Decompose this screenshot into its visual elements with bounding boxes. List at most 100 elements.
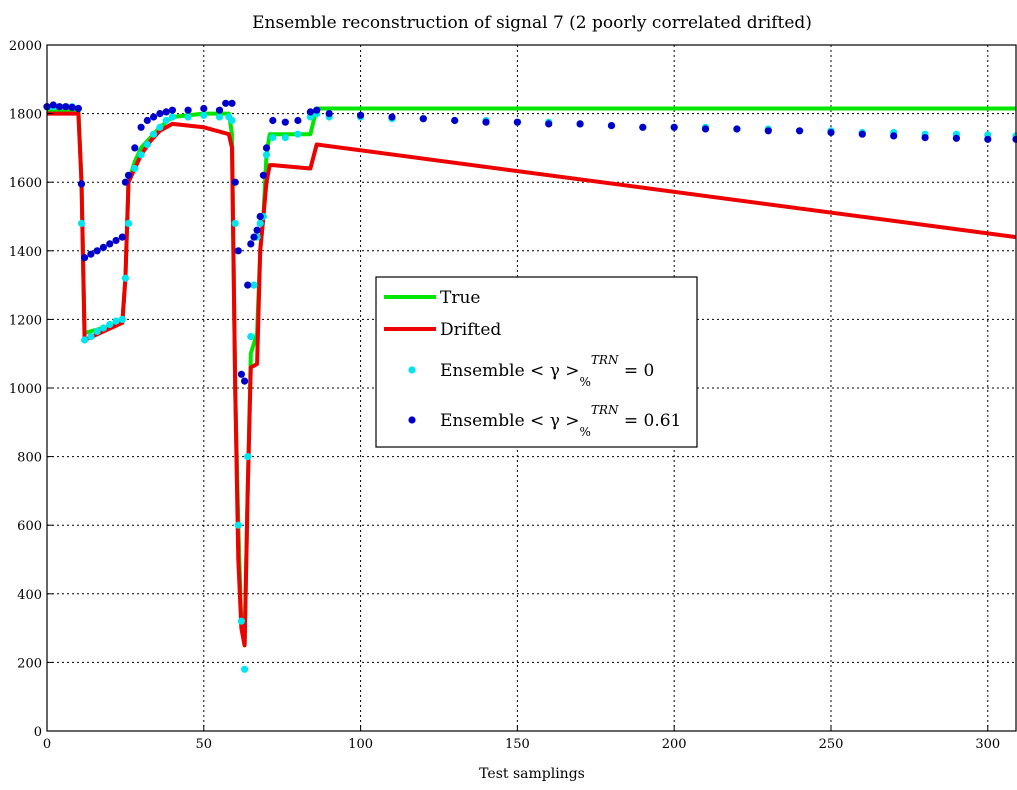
series-group: [43, 99, 1017, 673]
x-tick-label: 250: [819, 737, 844, 752]
x-tick-label: 200: [662, 737, 687, 752]
data-point: [118, 315, 126, 323]
data-point: [231, 178, 239, 186]
data-point: [143, 140, 151, 149]
data-point: [237, 617, 245, 625]
data-point: [87, 250, 95, 258]
data-point: [670, 123, 678, 131]
data-point: [106, 240, 114, 248]
data-point: [162, 108, 170, 116]
data-point: [241, 377, 249, 385]
data-point: [419, 115, 427, 123]
y-tick-label: 1600: [9, 176, 42, 191]
data-point: [222, 99, 230, 107]
legend-swatch-4: [408, 416, 416, 424]
data-point: [733, 125, 741, 133]
data-point: [921, 134, 929, 142]
data-point: [764, 127, 772, 135]
data-point: [81, 336, 89, 344]
data-point: [184, 106, 192, 114]
legend-label-2: Drifted: [440, 320, 501, 340]
data-point: [112, 236, 120, 245]
data-point: [796, 127, 804, 135]
legend: True Drifted Ensemble < γ >%TRN = 0 Ensembl…: [375, 276, 698, 448]
data-point: [156, 123, 164, 131]
data-point: [253, 226, 261, 234]
y-tick-label: 600: [17, 519, 42, 534]
y-tick-label: 1200: [9, 313, 42, 328]
data-point: [106, 320, 114, 329]
data-point: [262, 144, 271, 152]
chart-title: Ensemble reconstruction of signal 7 (2 p…: [252, 13, 812, 33]
y-tick-label: 200: [17, 656, 42, 671]
data-point: [306, 108, 314, 116]
x-tick-label: 300: [975, 737, 1000, 752]
data-point: [306, 113, 314, 121]
data-point: [87, 333, 95, 341]
data-point: [184, 113, 192, 121]
data-point: [168, 106, 176, 114]
data-point: [124, 171, 133, 179]
data-point: [137, 123, 145, 131]
data-point: [93, 327, 101, 335]
data-point: [93, 247, 101, 255]
y-tick-label: 800: [17, 451, 42, 466]
data-point: [237, 370, 245, 378]
data-point: [118, 233, 126, 241]
y-tick-label: 400: [17, 588, 42, 603]
data-point: [244, 453, 252, 461]
data-point: [49, 101, 57, 109]
data-point: [74, 104, 82, 113]
data-point: [388, 113, 396, 121]
data-point: [228, 116, 236, 125]
legend-label-4: Ensemble < γ >%TRN = 0.61: [440, 403, 681, 439]
data-point: [247, 333, 255, 341]
data-point: [858, 130, 866, 138]
series-points-4: [43, 99, 1017, 385]
data-point: [576, 120, 584, 128]
data-point: [112, 317, 120, 325]
data-point: [215, 106, 224, 114]
legend-label-1: True: [440, 288, 480, 308]
legend-label-3: Ensemble < γ >%TRN = 0: [440, 353, 654, 389]
y-tick-label: 1800: [9, 108, 42, 123]
data-point: [121, 274, 129, 282]
legend-box: [375, 276, 698, 448]
data-point: [150, 130, 158, 138]
data-point: [482, 118, 490, 126]
data-point: [451, 116, 459, 125]
data-point: [256, 219, 264, 227]
data-point: [241, 665, 249, 673]
y-tick-label: 1000: [9, 382, 42, 397]
data-point: [269, 134, 277, 142]
data-point: [256, 212, 264, 221]
x-tick-label: 100: [348, 737, 373, 752]
data-point: [228, 99, 236, 107]
data-point: [137, 151, 145, 159]
data-point: [81, 254, 89, 262]
y-tick-label: 2000: [9, 39, 42, 54]
legend-swatch-3: [408, 366, 416, 374]
data-point: [325, 110, 333, 118]
data-point: [701, 125, 710, 133]
data-point: [68, 103, 76, 111]
x-tick-label: 50: [196, 737, 213, 752]
data-point: [215, 113, 224, 121]
data-point: [259, 171, 267, 179]
data-point: [890, 132, 898, 140]
data-point: [200, 104, 208, 113]
data-point: [156, 110, 164, 118]
data-point: [143, 116, 151, 125]
data-point: [200, 111, 208, 119]
y-tick-label: 1400: [9, 245, 42, 260]
data-point: [162, 116, 170, 125]
data-point: [244, 281, 252, 289]
data-point: [150, 113, 158, 121]
x-tick-label: 0: [43, 737, 51, 752]
data-point: [121, 178, 129, 186]
data-point: [607, 122, 616, 130]
data-point: [77, 219, 86, 227]
data-point: [357, 111, 365, 119]
data-point: [77, 180, 86, 188]
